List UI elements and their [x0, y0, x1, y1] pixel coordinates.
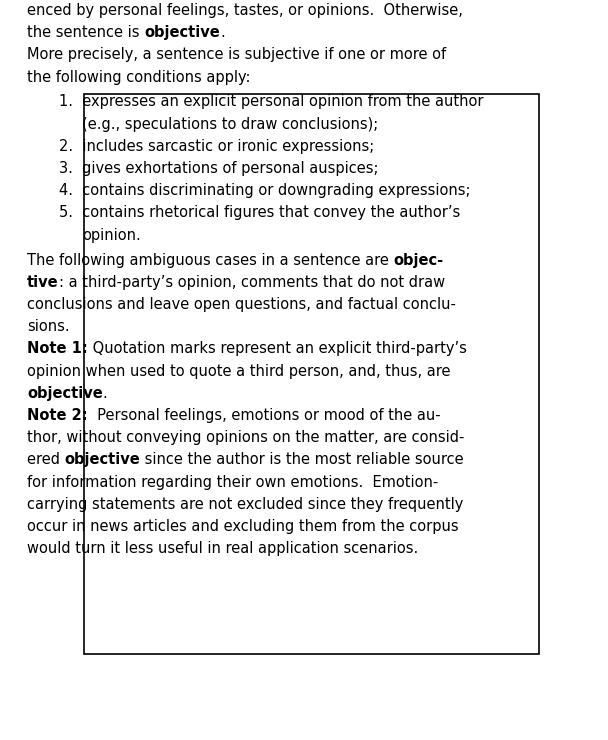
- Text: 3.  gives exhortations of personal auspices;: 3. gives exhortations of personal auspic…: [59, 161, 379, 176]
- Text: 1.  expresses an explicit personal opinion from the author: 1. expresses an explicit personal opinio…: [59, 95, 483, 110]
- Text: opinion.: opinion.: [82, 228, 140, 243]
- Text: enced by personal feelings, tastes, or opinions.  Otherwise,: enced by personal feelings, tastes, or o…: [27, 3, 463, 18]
- Text: More precisely, a sentence is subjective if one or more of: More precisely, a sentence is subjective…: [27, 47, 446, 62]
- Text: (e.g., speculations to draw conclusions);: (e.g., speculations to draw conclusions)…: [82, 117, 378, 132]
- Text: sions.: sions.: [27, 319, 70, 334]
- Text: conclusions and leave open questions, and factual conclu-: conclusions and leave open questions, an…: [27, 297, 456, 312]
- Text: 4.  contains discriminating or downgrading expressions;: 4. contains discriminating or downgradin…: [59, 184, 471, 198]
- Text: Quotation marks represent an explicit third-party’s: Quotation marks represent an explicit th…: [88, 341, 466, 357]
- Text: carrying statements are not excluded since they frequently: carrying statements are not excluded sin…: [27, 497, 463, 512]
- Text: since the author is the most reliable source: since the author is the most reliable so…: [140, 452, 464, 468]
- Text: 5.  contains rhetorical figures that convey the author’s: 5. contains rhetorical figures that conv…: [59, 206, 460, 221]
- Text: .: .: [220, 25, 224, 40]
- Text: would turn it less useful in real application scenarios.: would turn it less useful in real applic…: [27, 541, 418, 556]
- Text: Note 1:: Note 1:: [27, 341, 88, 357]
- Text: objective: objective: [64, 452, 140, 468]
- Text: : a third-party’s opinion, comments that do not draw: : a third-party’s opinion, comments that…: [58, 275, 444, 290]
- Text: objec-: objec-: [393, 252, 444, 268]
- Text: for information regarding their own emotions.  Emotion-: for information regarding their own emot…: [27, 474, 438, 490]
- Text: ered: ered: [27, 452, 64, 468]
- Text: Note 2:: Note 2:: [27, 408, 88, 423]
- Text: objective: objective: [144, 25, 220, 40]
- Text: tive: tive: [27, 275, 58, 290]
- Text: opinion when used to quote a third person, and, thus, are: opinion when used to quote a third perso…: [27, 363, 451, 379]
- Text: the sentence is: the sentence is: [27, 25, 144, 40]
- FancyBboxPatch shape: [85, 95, 539, 654]
- Text: the following conditions apply:: the following conditions apply:: [27, 70, 250, 84]
- Text: objective: objective: [27, 386, 103, 401]
- Text: .: .: [103, 386, 108, 401]
- Text: Personal feelings, emotions or mood of the au-: Personal feelings, emotions or mood of t…: [88, 408, 440, 423]
- Text: thor, without conveying opinions on the matter, are consid-: thor, without conveying opinions on the …: [27, 430, 465, 445]
- Text: 2.  includes sarcastic or ironic expressions;: 2. includes sarcastic or ironic expressi…: [59, 139, 375, 154]
- Text: The following ambiguous cases in a sentence are: The following ambiguous cases in a sente…: [27, 252, 393, 268]
- Text: occur in news articles and excluding them from the corpus: occur in news articles and excluding the…: [27, 519, 458, 534]
